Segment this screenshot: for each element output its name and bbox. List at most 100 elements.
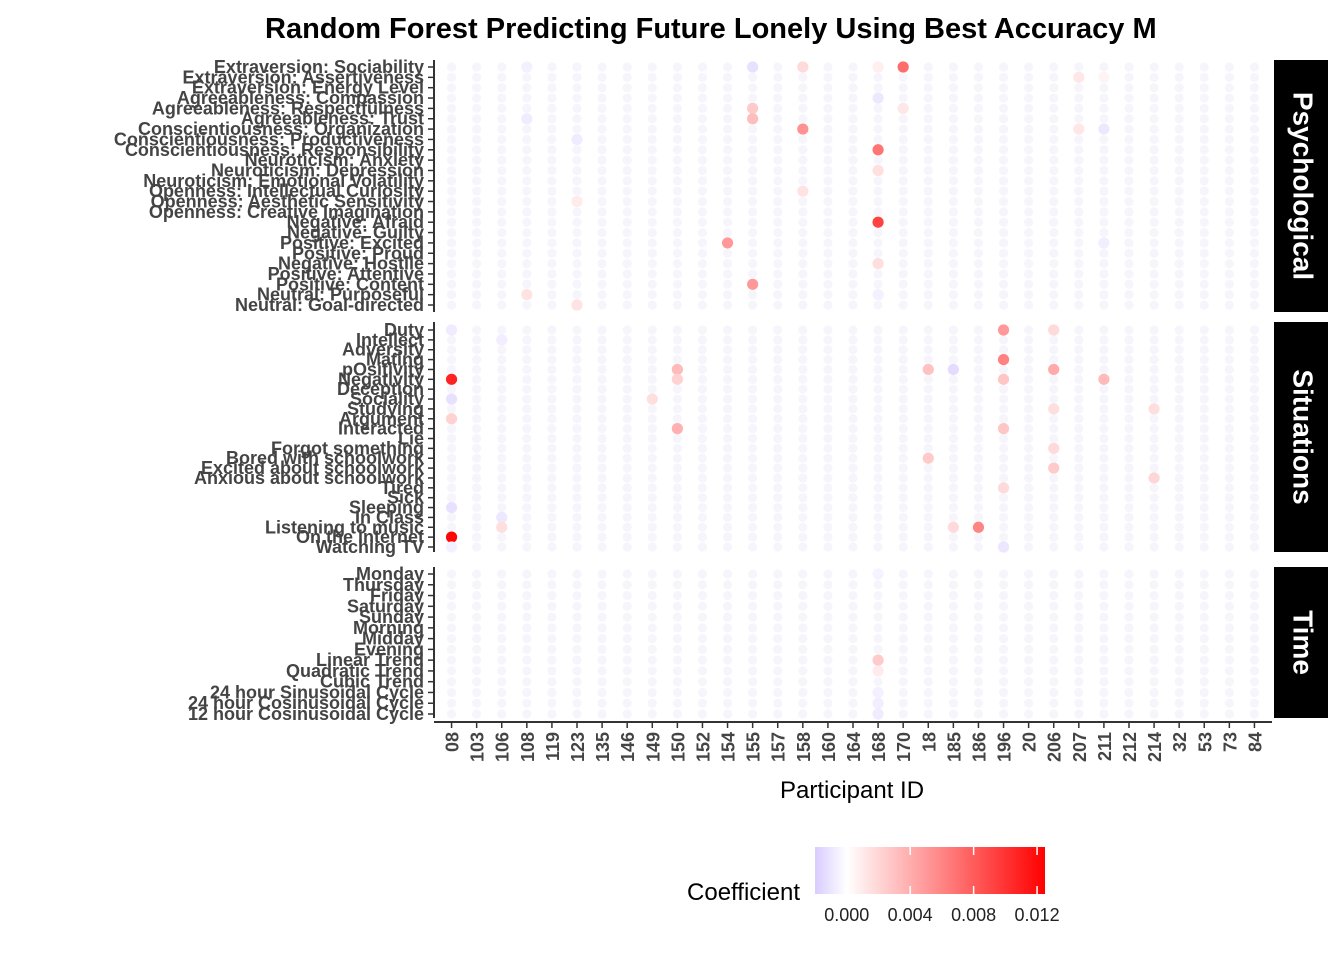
background-dot — [1074, 354, 1084, 365]
background-dot — [823, 569, 833, 579]
background-dot — [798, 601, 808, 611]
background-dot — [672, 248, 682, 258]
background-dot — [973, 176, 984, 186]
background-dot — [672, 72, 682, 82]
background-dot — [1149, 248, 1159, 258]
background-dot — [647, 512, 657, 523]
background-dot — [948, 463, 958, 473]
background-dot — [848, 677, 858, 687]
background-dot — [1049, 532, 1059, 542]
background-dot — [672, 186, 682, 196]
background-dot — [948, 542, 958, 552]
background-dot — [748, 655, 758, 665]
background-dot — [622, 124, 632, 134]
background-dot — [1074, 644, 1084, 654]
background-dot — [823, 601, 833, 611]
background-dot — [697, 384, 708, 394]
background-dot — [1049, 601, 1059, 611]
background-dot — [998, 155, 1009, 165]
background-dot — [923, 259, 933, 269]
background-dot — [647, 677, 657, 687]
background-dot — [873, 384, 883, 394]
background-dot — [1224, 394, 1234, 404]
background-dot — [998, 259, 1009, 269]
background-dot — [497, 155, 507, 165]
background-dot — [622, 473, 632, 483]
background-dot — [748, 532, 758, 542]
background-dot — [1099, 155, 1109, 165]
background-dot — [798, 290, 808, 300]
background-dot — [1174, 644, 1184, 654]
background-dot — [848, 238, 858, 248]
background-dot — [597, 165, 607, 176]
background-dot — [497, 325, 507, 335]
background-dot — [923, 335, 933, 345]
background-dot — [1124, 134, 1134, 145]
background-dot — [973, 114, 984, 124]
data-point — [445, 541, 458, 553]
background-dot — [1049, 374, 1059, 384]
background-dot — [1099, 512, 1109, 523]
background-dot — [1174, 483, 1184, 493]
background-dot — [898, 493, 908, 503]
background-dot — [948, 394, 958, 404]
background-dot — [472, 453, 482, 463]
background-dot — [848, 522, 858, 532]
background-dot — [446, 93, 457, 103]
background-dot — [1249, 483, 1260, 493]
background-dot — [722, 404, 733, 414]
background-dot — [497, 473, 507, 483]
background-dot — [1124, 155, 1134, 165]
background-dot — [1249, 83, 1260, 93]
background-dot — [798, 677, 808, 687]
background-dot — [1149, 354, 1159, 365]
background-dot — [898, 644, 908, 654]
background-dot — [848, 83, 858, 93]
background-dot — [923, 404, 933, 414]
background-dot — [597, 522, 607, 532]
background-dot — [998, 655, 1009, 665]
background-dot — [923, 590, 933, 601]
background-dot — [773, 217, 783, 227]
background-dot — [472, 354, 482, 365]
background-dot — [1199, 259, 1209, 269]
background-dot — [472, 269, 482, 279]
background-dot — [597, 176, 607, 186]
background-dot — [948, 72, 958, 82]
background-dot — [1224, 424, 1234, 434]
background-dot — [1224, 634, 1234, 644]
background-dot — [1074, 404, 1084, 414]
background-dot — [1149, 623, 1159, 633]
background-dot — [873, 186, 883, 196]
background-dot — [823, 364, 833, 375]
background-dot — [1124, 103, 1134, 113]
background-dot — [1249, 698, 1260, 708]
background-dot — [1074, 580, 1084, 590]
background-dot — [472, 207, 482, 217]
background-dot — [898, 424, 908, 434]
background-dot — [547, 502, 557, 513]
background-dot — [1224, 677, 1234, 687]
background-dot — [798, 473, 808, 483]
background-dot — [898, 404, 908, 414]
y-tick-label: Openness: Creative Imagination — [149, 202, 424, 222]
background-dot — [597, 580, 607, 590]
data-point — [947, 521, 959, 533]
background-dot — [823, 354, 833, 365]
background-dot — [697, 364, 708, 375]
y-tick-label: 24 hour Cosinusoidal Cycle — [188, 693, 424, 713]
background-dot — [973, 473, 984, 483]
background-dot — [1024, 62, 1034, 72]
background-dot — [1049, 186, 1059, 196]
background-dot — [572, 512, 582, 523]
background-dot — [973, 103, 984, 113]
background-dot — [522, 512, 532, 523]
background-dot — [1099, 248, 1109, 258]
background-dot — [1024, 124, 1034, 134]
background-dot — [998, 124, 1009, 134]
background-dot — [973, 259, 984, 269]
background-dot — [1199, 443, 1209, 453]
background-dot — [798, 259, 808, 269]
background-dot — [873, 325, 883, 335]
background-dot — [446, 290, 457, 300]
